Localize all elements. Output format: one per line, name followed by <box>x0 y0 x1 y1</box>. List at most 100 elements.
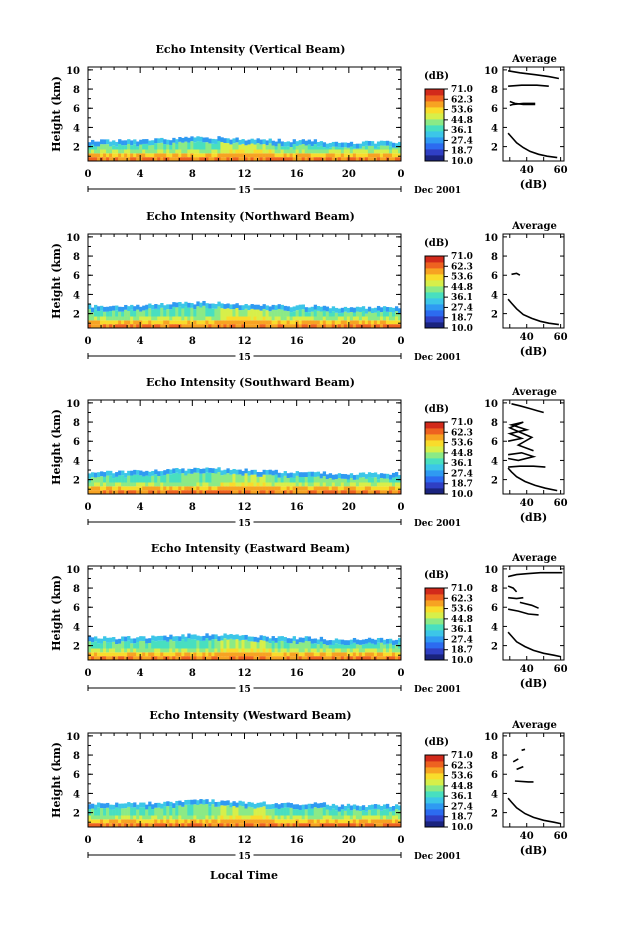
echo-cell <box>355 656 360 660</box>
echo-cell <box>376 316 381 321</box>
echo-cell <box>268 804 272 810</box>
echo-cell <box>334 307 339 313</box>
echo-cell <box>193 652 197 657</box>
echo-cell <box>298 809 302 816</box>
echo-cell <box>148 482 152 487</box>
echo-cell <box>112 145 116 150</box>
x-tick-label: 16 <box>290 835 304 846</box>
echo-cell <box>184 636 188 642</box>
echo-cell <box>184 486 188 491</box>
echo-cell <box>388 656 393 660</box>
profile-x-tick-label: 60 <box>554 664 568 675</box>
echo-cell <box>157 486 161 491</box>
echo-cell <box>274 807 278 816</box>
echo-cell <box>217 648 221 653</box>
echo-cell <box>391 142 396 148</box>
echo-cell <box>367 140 372 146</box>
echo-cell <box>358 307 363 312</box>
echo-cell <box>142 324 146 328</box>
echo-cell <box>196 804 200 816</box>
echo-cell <box>292 823 296 827</box>
echo-cell <box>142 157 146 161</box>
echo-cell <box>121 808 125 816</box>
echo-cell <box>331 656 336 660</box>
echo-cell <box>370 324 375 328</box>
echo-cell <box>277 482 281 487</box>
echo-cell <box>160 471 164 476</box>
colorbar-tick-label: 10.0 <box>451 157 473 167</box>
x-tick-label: 20 <box>342 835 356 846</box>
echo-cell <box>103 472 107 477</box>
echo-cell <box>358 819 363 824</box>
echo-cell <box>127 324 131 328</box>
echo-cell <box>94 304 98 310</box>
echo-cell <box>211 320 215 325</box>
echo-cell <box>160 149 164 154</box>
echo-cell <box>148 486 152 491</box>
echo-cell <box>328 815 333 820</box>
echo-cell <box>328 490 333 494</box>
echo-cell <box>370 477 375 483</box>
echo-cell <box>226 800 230 806</box>
echo-cell <box>331 149 336 154</box>
echo-cell <box>376 141 381 147</box>
echo-cell <box>199 636 203 642</box>
echo-cell <box>382 153 387 158</box>
echo-cell <box>226 316 230 321</box>
echo-cell <box>208 801 212 807</box>
y-tick-label: 8 <box>73 85 80 96</box>
echo-cell <box>298 652 302 657</box>
echo-cell <box>373 819 378 824</box>
echo-cell <box>382 320 387 325</box>
echo-cell <box>106 486 110 491</box>
echo-cell <box>157 309 161 317</box>
echo-cell <box>277 320 281 325</box>
echo-cell <box>253 819 257 824</box>
echo-cell <box>178 652 182 657</box>
x-tick-label: 20 <box>342 502 356 513</box>
echo-cell <box>160 803 164 809</box>
echo-cell <box>148 476 152 483</box>
echo-cell <box>334 157 339 161</box>
echo-cell <box>262 490 266 494</box>
echo-cell <box>148 320 152 325</box>
echo-cell <box>298 320 302 325</box>
echo-cell <box>373 639 378 645</box>
echo-cell <box>109 306 113 312</box>
echo-cell <box>259 823 263 827</box>
echo-cell <box>394 486 399 491</box>
echo-cell <box>142 648 146 653</box>
echo-cell <box>277 324 281 328</box>
echo-cell <box>277 472 281 478</box>
echo-cell <box>334 486 339 491</box>
echo-cell <box>322 639 327 645</box>
echo-cell <box>352 652 357 657</box>
echo-cell <box>127 139 131 144</box>
echo-cell <box>247 470 251 476</box>
echo-cell <box>187 482 191 487</box>
echo-cell <box>190 469 194 474</box>
echo-cell <box>238 324 242 328</box>
echo-cell <box>163 486 167 491</box>
colorbar-tick-label: 62.3 <box>451 262 473 272</box>
echo-cell <box>385 311 390 317</box>
x-tick-label: 16 <box>290 668 304 679</box>
echo-cell <box>283 471 287 476</box>
echo-cell <box>238 320 242 325</box>
echo-cell <box>142 476 146 483</box>
colorbar-frame <box>424 255 445 329</box>
echo-cell <box>103 486 107 491</box>
colorbar-unit: (dB) <box>424 570 449 581</box>
echo-cell <box>259 486 263 491</box>
echo-cell <box>118 482 122 487</box>
echo-cell <box>166 157 170 161</box>
echo-cell <box>379 149 384 154</box>
echo-cell <box>352 637 357 643</box>
echo-cell <box>121 648 125 653</box>
echo-cell <box>235 807 239 816</box>
echo-cell <box>118 316 122 321</box>
x-tick-label: 20 <box>342 169 356 180</box>
echo-cell <box>382 306 387 311</box>
colorbar-swatch <box>425 310 444 317</box>
echo-cell <box>262 635 266 641</box>
